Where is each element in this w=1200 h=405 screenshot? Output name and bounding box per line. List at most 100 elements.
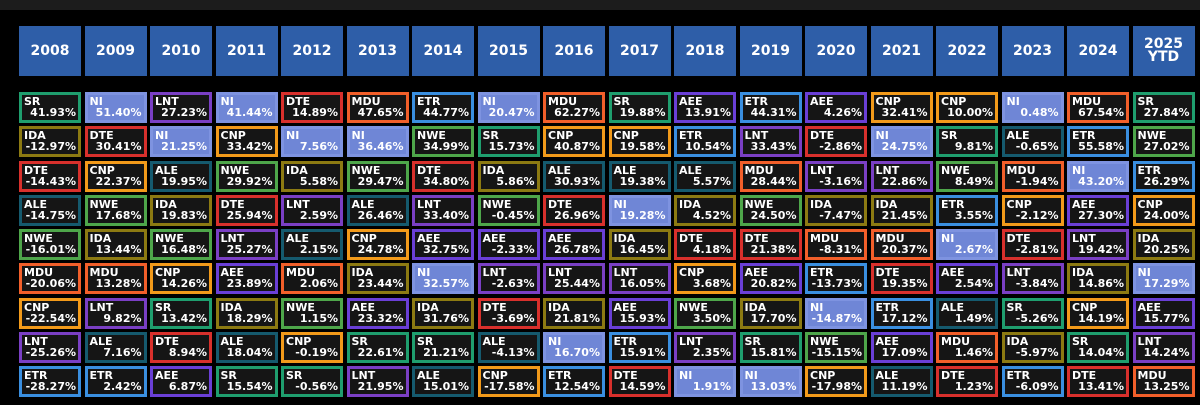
return-cell: IDA 16.45% xyxy=(608,229,671,260)
return-value: 13.44% xyxy=(95,243,142,256)
return-value: 14.86% xyxy=(1078,277,1124,291)
return-value: -17.58% xyxy=(484,380,535,393)
return-value: 26.96% xyxy=(554,208,600,222)
return-cell: DTE -14.43% xyxy=(19,160,81,192)
return-value: 5.58% xyxy=(299,174,338,188)
ticker-label: NI xyxy=(286,129,300,143)
return-cell: NWE 17.68% xyxy=(84,194,147,226)
ticker-label: IDA xyxy=(1137,232,1160,245)
return-cell: LNT -3.84% xyxy=(1001,263,1064,295)
return-cell: NI 7.56% xyxy=(281,126,343,158)
ticker-label: ALE xyxy=(1006,129,1030,143)
return-cell: ALE 1.49% xyxy=(936,297,998,329)
return-value: 19.95% xyxy=(161,174,207,188)
return-value: 23.44% xyxy=(357,277,404,291)
year-header-label: 2023 xyxy=(1013,42,1052,59)
return-cell: DTE -3.69% xyxy=(477,297,540,329)
return-cell: LNT 2.35% xyxy=(674,331,736,363)
return-value: 23.89% xyxy=(226,277,273,291)
return-value: 2.06% xyxy=(299,277,338,291)
return-value: -1.94% xyxy=(1015,174,1059,188)
ticker-label: DTE xyxy=(220,197,245,211)
return-cell: DTE 4.18% xyxy=(674,229,736,260)
year-header-label: 2009 xyxy=(96,42,135,59)
return-cell: DTE -2.81% xyxy=(1001,229,1064,260)
ticker-label: NI xyxy=(1006,95,1020,108)
ticker-label: NI xyxy=(1137,266,1151,280)
ticker-label: AEE xyxy=(548,232,572,245)
ticker-label: NWE xyxy=(1137,129,1167,143)
return-value: -2.81% xyxy=(1015,243,1059,256)
return-value: 33.43% xyxy=(750,140,797,154)
ticker-label: NI xyxy=(482,95,496,108)
ticker-label: AEE xyxy=(417,232,441,245)
ticker-label: NI xyxy=(1072,163,1086,177)
ticker-label: CNP xyxy=(810,369,836,382)
return-cell: AEE 27.30% xyxy=(1067,194,1129,226)
ticker-label: ETR xyxy=(417,95,441,108)
return-cell: NWE 27.02% xyxy=(1132,126,1195,158)
return-value: 23.32% xyxy=(357,311,404,325)
ticker-label: LNT xyxy=(89,300,114,314)
ticker-label: IDA xyxy=(89,232,112,245)
ticker-label: SR xyxy=(417,334,434,348)
return-value: 4.18% xyxy=(692,243,731,256)
return-value: 16.45% xyxy=(619,243,666,256)
ticker-label: LNT xyxy=(679,334,703,348)
ticker-label: LNT xyxy=(875,163,900,177)
return-value: 7.56% xyxy=(299,140,338,154)
ticker-label: NWE xyxy=(351,163,381,177)
return-cell: ETR 44.77% xyxy=(412,92,474,123)
return-cell: ETR 2.42% xyxy=(84,366,147,397)
ticker-label: NI xyxy=(548,334,562,348)
ticker-label: CNP xyxy=(286,334,312,348)
return-value: 17.12% xyxy=(881,311,928,325)
ticker-label: DTE xyxy=(613,369,638,382)
return-value: 5.86% xyxy=(496,174,535,188)
return-value: 2.42% xyxy=(103,380,142,393)
return-value: 19.35% xyxy=(881,277,928,291)
return-value: -0.65% xyxy=(1015,140,1059,154)
return-cell: NI 36.46% xyxy=(346,126,409,158)
return-value: 27.30% xyxy=(1078,208,1124,222)
ticker-label: ALE xyxy=(548,163,572,177)
return-value: -28.27% xyxy=(25,380,76,393)
return-cell: ALE -14.75% xyxy=(19,194,81,226)
ticker-label: LNT xyxy=(351,369,376,382)
year-header: 2020 xyxy=(805,26,867,76)
ticker-label: MDU xyxy=(1137,369,1167,382)
ticker-label: AEE xyxy=(941,266,965,280)
return-value: -2.63% xyxy=(491,277,535,291)
ticker-label: LNT xyxy=(155,95,179,108)
ticker-label: DTE xyxy=(1006,232,1031,245)
return-value: 17.70% xyxy=(750,311,797,325)
ticker-label: DTE xyxy=(810,129,835,143)
ticker-label: CNP xyxy=(220,129,246,143)
return-value: 9.82% xyxy=(103,311,142,325)
return-value: 47.65% xyxy=(357,106,404,119)
return-value: 13.91% xyxy=(685,106,731,119)
ticker-label: NI xyxy=(220,95,234,108)
return-value: 20.82% xyxy=(750,277,797,291)
return-cell: NI 17.29% xyxy=(1132,263,1195,295)
return-cell: NWE 29.47% xyxy=(346,160,409,192)
return-cell: AEE 15.93% xyxy=(608,297,671,329)
ticker-label: ALE xyxy=(417,369,441,382)
ticker-label: NWE xyxy=(220,163,250,177)
ticker-label: NWE xyxy=(24,232,53,245)
return-cell: DTE 25.94% xyxy=(215,194,278,226)
ticker-label: ETR xyxy=(613,334,638,348)
ticker-label: ETR xyxy=(810,266,834,280)
return-cell: NI 43.20% xyxy=(1067,160,1129,192)
return-cell: IDA 19.83% xyxy=(150,194,212,226)
ticker-label: DTE xyxy=(417,163,442,177)
return-value: 14.89% xyxy=(292,106,338,119)
return-cell: AEE 4.26% xyxy=(805,92,867,123)
return-cell: CNP 40.87% xyxy=(543,126,605,158)
ticker-label: CNP xyxy=(941,95,967,108)
return-value: 14.59% xyxy=(619,380,666,393)
return-value: 20.37% xyxy=(881,243,928,256)
return-cell: MDU -1.94% xyxy=(1001,160,1064,192)
year-header: 2010 xyxy=(150,26,212,76)
ticker-label: IDA xyxy=(155,197,177,211)
